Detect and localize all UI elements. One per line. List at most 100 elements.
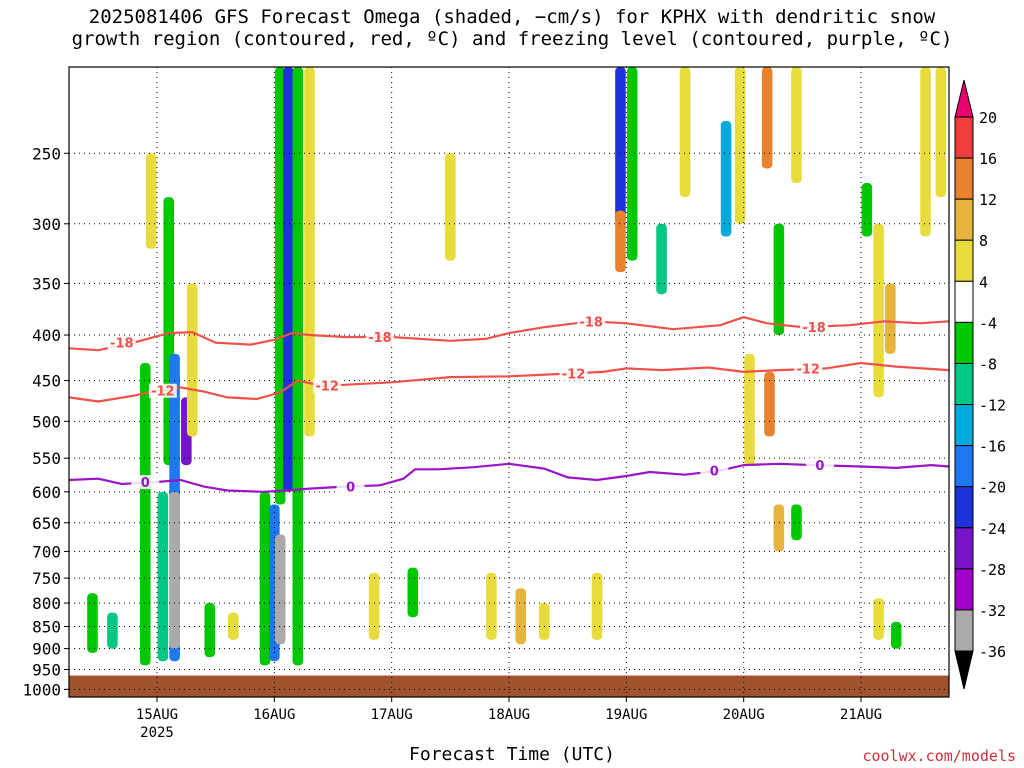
contour-label: -12 xyxy=(151,385,175,400)
colorbar-label: -8 xyxy=(979,355,997,373)
x-tick-label: 15AUG xyxy=(136,707,178,723)
omega-patch xyxy=(920,67,931,237)
colorbar-box xyxy=(954,198,974,241)
omega-patch xyxy=(538,603,550,640)
omega-patch xyxy=(139,362,151,666)
x-tick-label: 17AUG xyxy=(371,707,413,723)
colorbar-box xyxy=(954,116,974,159)
omega-patch xyxy=(445,153,456,261)
x-tick-label: 18AUG xyxy=(488,707,530,723)
contour-label: -18 xyxy=(368,331,392,346)
y-tick-label: 650 xyxy=(32,514,61,533)
colorbar-label: -24 xyxy=(979,520,1006,538)
contour-label: -18 xyxy=(802,321,826,336)
omega-patch xyxy=(292,67,304,666)
y-tick-label: 900 xyxy=(32,640,61,659)
contour-label-bg xyxy=(800,320,829,335)
omega-patch xyxy=(773,223,785,336)
omega-patch xyxy=(204,603,216,658)
chart-title: 2025081406 GFS Forecast Omega (shaded, −… xyxy=(0,6,1024,50)
omega-patch xyxy=(873,598,884,640)
omega-patch xyxy=(720,121,732,237)
omega-patch xyxy=(791,67,802,184)
y-tick-label: 800 xyxy=(32,594,61,613)
colorbar-bottom-arrow xyxy=(954,650,974,690)
omega-shading xyxy=(87,67,947,666)
contour-label-bg xyxy=(577,314,606,329)
y-tick-label: 1000 xyxy=(22,680,61,699)
omega-patch xyxy=(107,612,118,649)
colorbar-box xyxy=(954,609,974,652)
omega-patch xyxy=(656,223,667,295)
colorbar-label: 16 xyxy=(979,150,997,168)
omega-patch xyxy=(486,572,497,640)
omega-patch xyxy=(885,283,896,354)
contour-line xyxy=(68,316,950,352)
omega-patch xyxy=(626,67,638,261)
omega-patch xyxy=(873,223,884,398)
omega-patch xyxy=(615,67,626,224)
colorbar-box xyxy=(954,280,974,323)
omega-patch xyxy=(890,621,902,649)
omega-patch xyxy=(935,67,947,198)
omega-patch xyxy=(259,491,271,666)
y-axis: 250 300 350 400 450 500 550 600 650 700 750 800 850 9… xyxy=(22,144,69,699)
contour-label-bg xyxy=(700,463,729,478)
colorbar-label: 12 xyxy=(979,191,997,209)
contour-0: 0 0 0 0 xyxy=(68,458,950,496)
title-line-2: growth region (contoured, red, ºC) and f… xyxy=(71,28,953,50)
contour-label: -12 xyxy=(315,380,339,395)
omega-patch xyxy=(791,504,802,541)
colorbar-label: -4 xyxy=(979,314,997,332)
x-tick-label: 19AUG xyxy=(605,707,647,723)
title-line-1: 2025081406 GFS Forecast Omega (shaded, −… xyxy=(88,6,936,28)
contour-label: 0 xyxy=(710,465,719,480)
y-tick-label: 950 xyxy=(32,661,61,680)
omega-patch xyxy=(283,67,294,492)
omega-patch xyxy=(615,210,626,273)
x-tick-label: 16AUG xyxy=(253,707,295,723)
colorbar-label: -20 xyxy=(979,479,1006,497)
y-tick-label: 500 xyxy=(32,412,61,431)
colorbar-box xyxy=(954,445,974,488)
contour-label: -18 xyxy=(579,315,603,330)
ground-terrain xyxy=(69,675,949,697)
colorbar-box xyxy=(954,362,974,406)
omega-patch xyxy=(227,612,239,640)
x-axis: 15AUG 2025 16AUG 17AUG 18AUG 19AUG 20AUG 21AUG xyxy=(136,697,882,741)
colorbar-box xyxy=(954,157,974,200)
contour-line xyxy=(68,361,950,403)
colorbar-top-arrow xyxy=(954,79,974,118)
grid xyxy=(69,67,949,697)
y-tick-label: 300 xyxy=(32,215,61,234)
colorbar-label: 20 xyxy=(979,109,997,127)
colorbar-box xyxy=(954,486,974,529)
contour-label-bg xyxy=(336,479,365,494)
contour-label-bg xyxy=(148,383,177,398)
omega-patch xyxy=(734,67,746,224)
colorbar-box xyxy=(954,568,974,611)
y-tick-label: 600 xyxy=(32,483,61,502)
contour-label: 0 xyxy=(815,459,824,474)
x-tick-sublabel: 2025 xyxy=(140,725,174,741)
omega-patch xyxy=(764,371,775,437)
contour-label-bg xyxy=(805,458,834,473)
x-axis-label: Forecast Time (UTC) xyxy=(409,744,615,765)
contour-label: -12 xyxy=(562,368,586,383)
omega-patch xyxy=(87,593,98,653)
contour-label: 0 xyxy=(141,476,150,491)
x-tick-label: 20AUG xyxy=(723,707,765,723)
x-tick-label: 21AUG xyxy=(840,707,882,723)
y-tick-label: 350 xyxy=(32,274,61,293)
y-tick-label: 250 xyxy=(32,144,61,163)
contour-label-bg xyxy=(794,361,823,376)
contour-minus18: -18 -18 -18 -18 xyxy=(68,314,950,352)
y-tick-label: 850 xyxy=(32,617,61,636)
y-tick-label: 700 xyxy=(32,542,61,561)
y-tick-label: 750 xyxy=(32,569,61,588)
omega-patch xyxy=(368,572,380,640)
contour-label-bg xyxy=(559,366,588,381)
contour-minus12: -12 -12 -12 -12 xyxy=(68,361,950,403)
contour-label-bg xyxy=(131,475,160,490)
contour-label-bg xyxy=(313,378,342,393)
